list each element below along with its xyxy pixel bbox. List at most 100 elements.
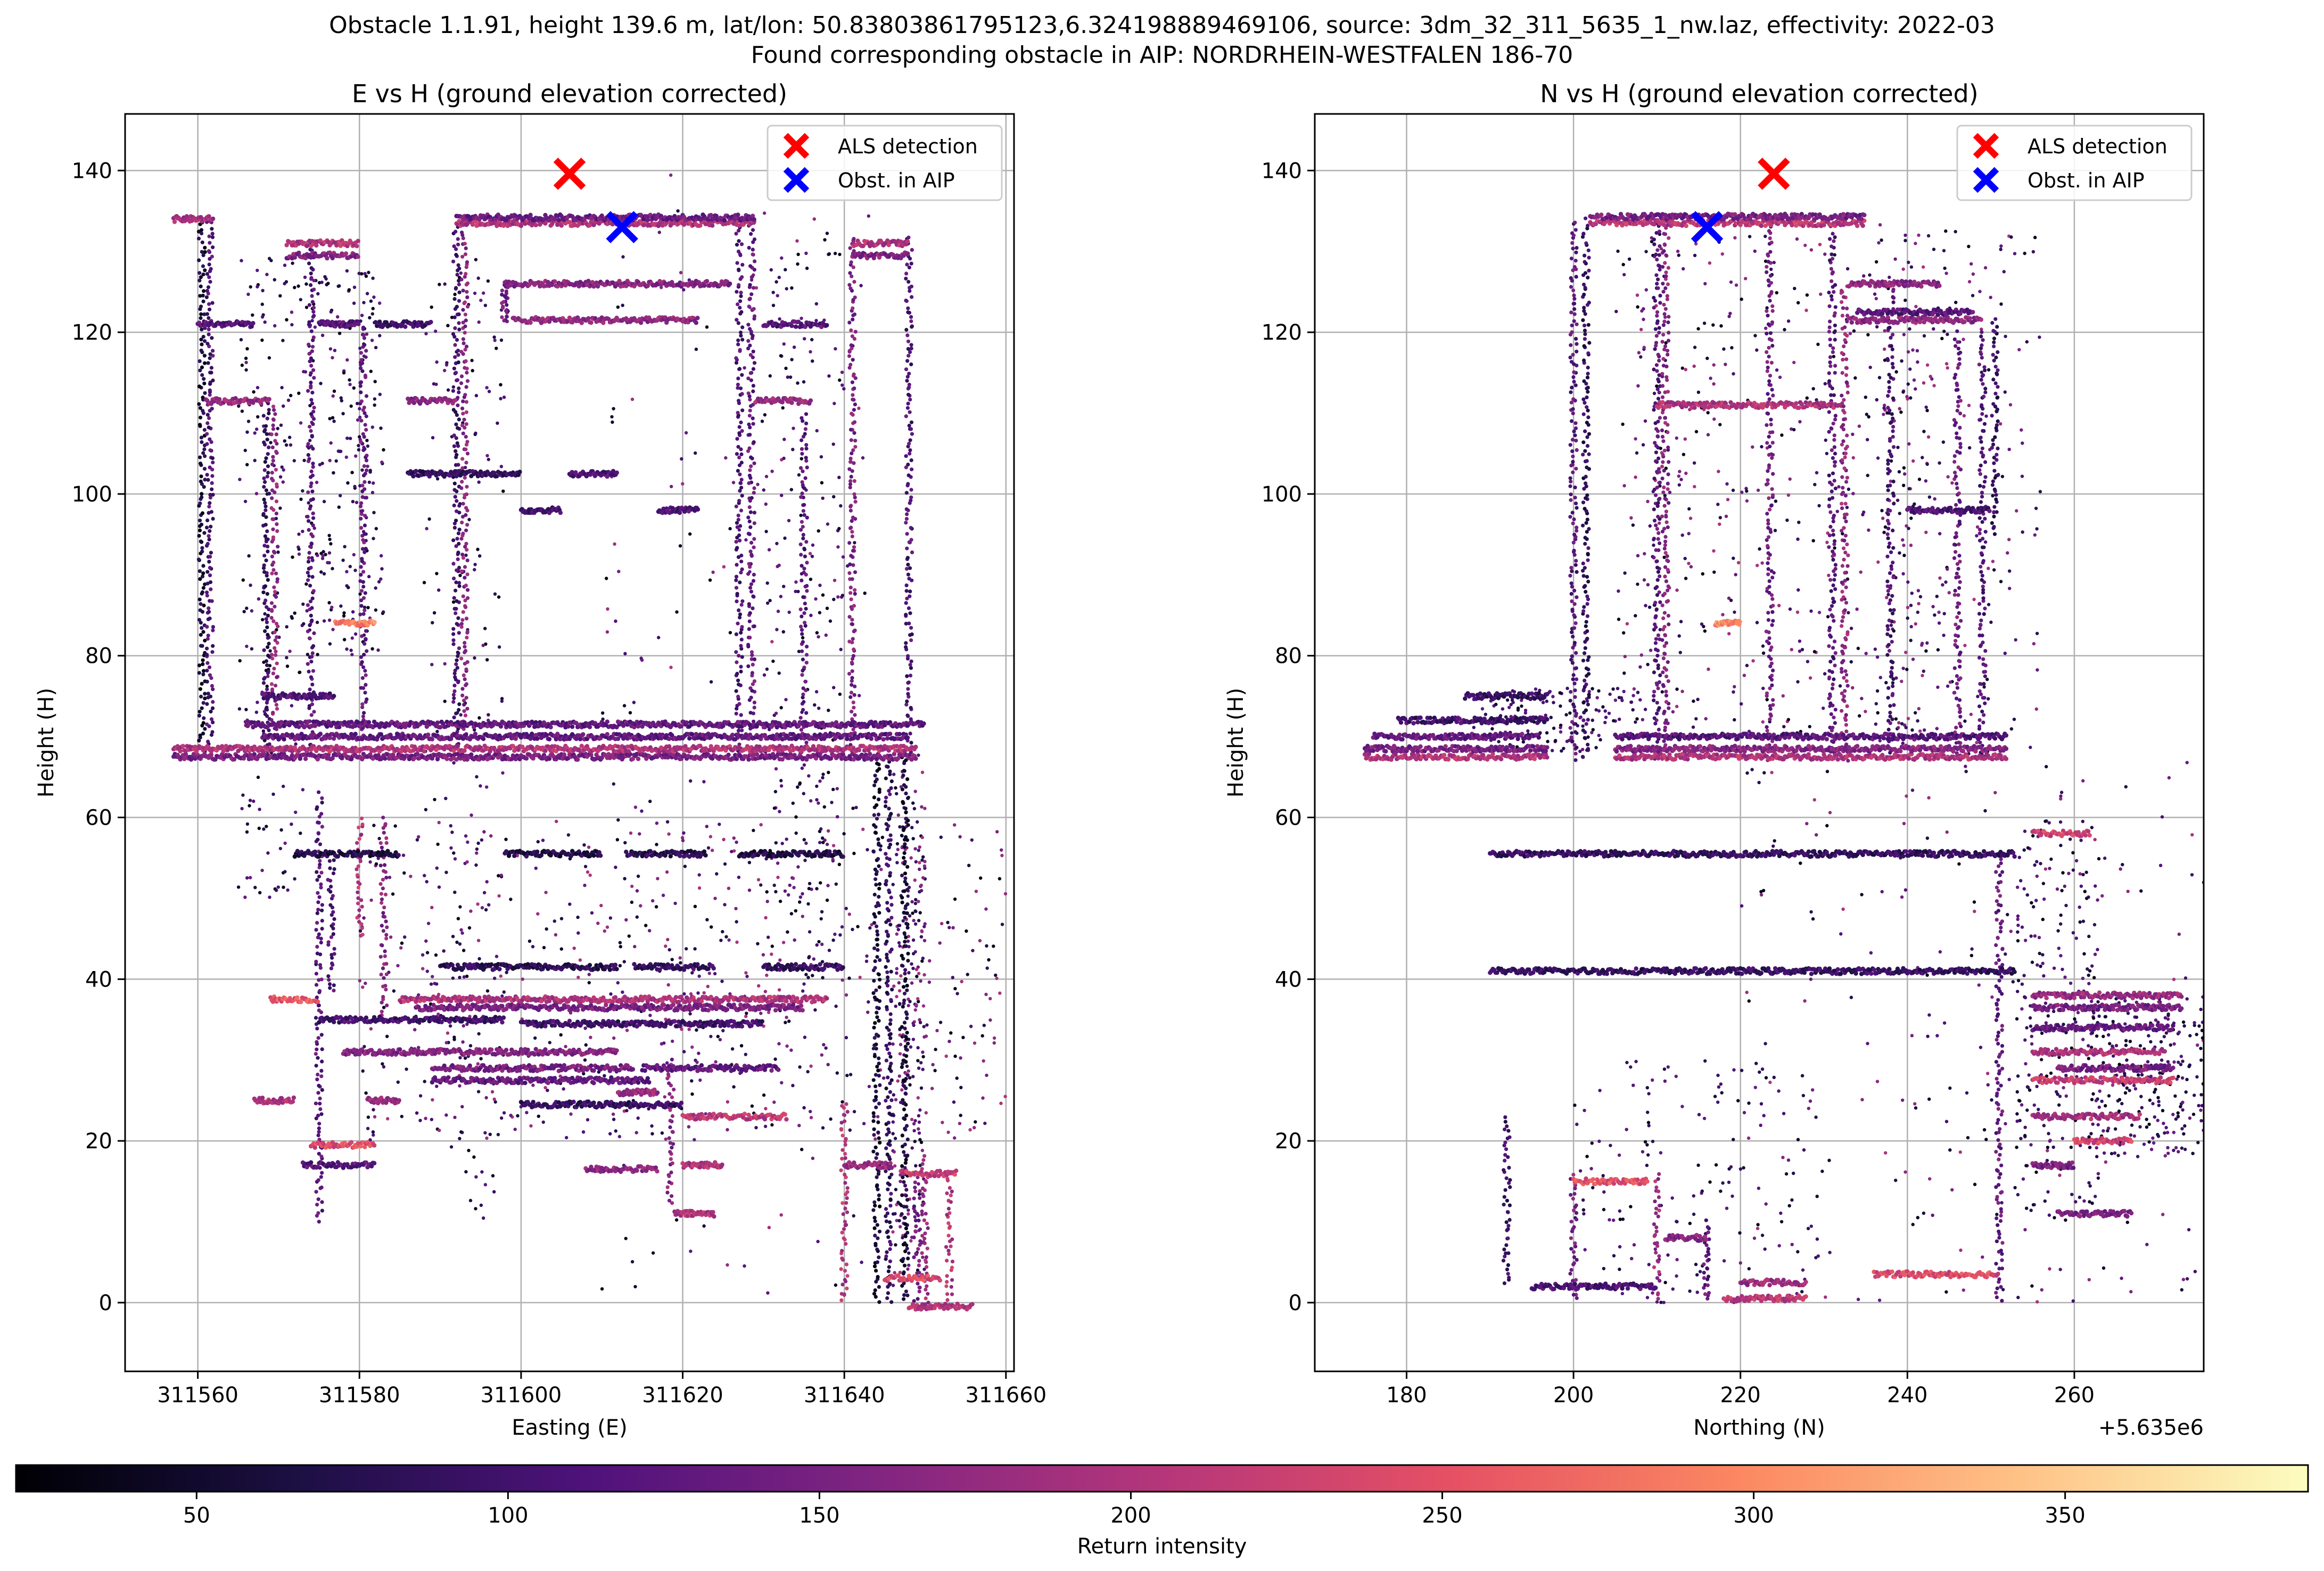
left-point <box>821 776 825 780</box>
left-point <box>921 876 925 880</box>
left-point <box>850 669 854 673</box>
left-point <box>789 488 794 491</box>
left-point <box>914 898 918 902</box>
left-point <box>206 361 210 365</box>
left-point <box>918 1108 922 1112</box>
left-point <box>382 610 385 614</box>
left-point <box>382 1065 386 1069</box>
left-point <box>824 1046 828 1050</box>
left-point <box>738 348 742 352</box>
left-point <box>463 598 467 603</box>
left-point <box>843 1172 847 1177</box>
left-point <box>670 958 674 961</box>
left-point <box>269 441 273 445</box>
left-point <box>803 602 807 606</box>
left-point <box>465 281 470 285</box>
left-point <box>346 481 350 485</box>
left-point <box>263 712 267 717</box>
left-point <box>260 302 264 306</box>
left-point <box>636 1116 640 1120</box>
left-point <box>199 632 203 637</box>
left-point <box>842 832 846 836</box>
left-point <box>269 718 274 722</box>
left-point <box>357 448 361 452</box>
left-point <box>361 570 366 574</box>
left-point <box>275 529 279 533</box>
left-point <box>888 1090 892 1094</box>
left-point <box>844 1201 848 1205</box>
left-point <box>318 862 322 867</box>
left-point <box>197 271 202 275</box>
left-point <box>821 496 825 500</box>
left-point <box>765 601 770 605</box>
left-point <box>780 256 784 260</box>
left-point <box>200 492 204 496</box>
left-point <box>274 449 278 454</box>
left-point <box>499 338 504 342</box>
left-point <box>875 1010 879 1015</box>
left-point <box>946 1233 951 1238</box>
left-point <box>871 1047 876 1050</box>
left-point <box>900 1088 904 1092</box>
left-point <box>309 283 313 287</box>
left-point <box>463 604 467 608</box>
left-point <box>888 792 892 796</box>
left-point <box>282 404 285 408</box>
left-point <box>200 440 204 445</box>
left-point <box>953 1136 957 1140</box>
left-point <box>271 417 276 422</box>
left-point <box>902 783 906 787</box>
left-point <box>484 1096 488 1100</box>
left-point <box>271 408 276 412</box>
left-point <box>689 779 693 783</box>
left-point <box>379 426 383 430</box>
left-point <box>906 235 911 240</box>
left-point <box>734 360 739 365</box>
left-point <box>877 1255 881 1260</box>
left-point <box>245 606 249 610</box>
left-point <box>679 270 683 275</box>
left-point <box>353 632 358 636</box>
left-point <box>867 214 871 218</box>
left-point <box>790 358 794 361</box>
left-point <box>274 467 278 472</box>
left-point <box>900 1025 904 1029</box>
left-point <box>485 785 489 789</box>
left-point <box>859 284 863 287</box>
left-point <box>500 292 504 297</box>
left-point <box>747 627 751 631</box>
left-point <box>260 338 264 342</box>
left-point <box>265 273 269 276</box>
left-point <box>896 1079 900 1083</box>
left-point <box>670 1194 674 1198</box>
left-point <box>297 391 301 395</box>
left-point <box>877 767 881 771</box>
left-point <box>776 564 779 569</box>
left-point <box>339 604 343 608</box>
left-point <box>297 532 301 536</box>
left-point <box>888 871 893 875</box>
left-point <box>271 455 275 459</box>
left-point <box>312 710 316 714</box>
left-point <box>351 610 355 614</box>
left-point <box>885 970 889 974</box>
left-point <box>739 420 743 425</box>
left-point <box>751 248 755 252</box>
left-point <box>461 1024 465 1028</box>
left-point <box>299 497 303 501</box>
left-point <box>953 897 957 901</box>
left-point <box>464 667 468 671</box>
left-point <box>456 242 460 246</box>
left-point <box>840 1156 844 1161</box>
left-point <box>267 491 271 496</box>
left-point <box>902 1270 906 1274</box>
left-point <box>304 306 309 309</box>
left-point <box>263 504 268 508</box>
left-point <box>361 686 366 690</box>
left-point <box>437 885 441 889</box>
left-point <box>902 985 906 989</box>
left-point <box>852 237 856 241</box>
left-point <box>355 873 360 877</box>
left-point <box>959 1114 962 1117</box>
left-point <box>319 812 324 816</box>
